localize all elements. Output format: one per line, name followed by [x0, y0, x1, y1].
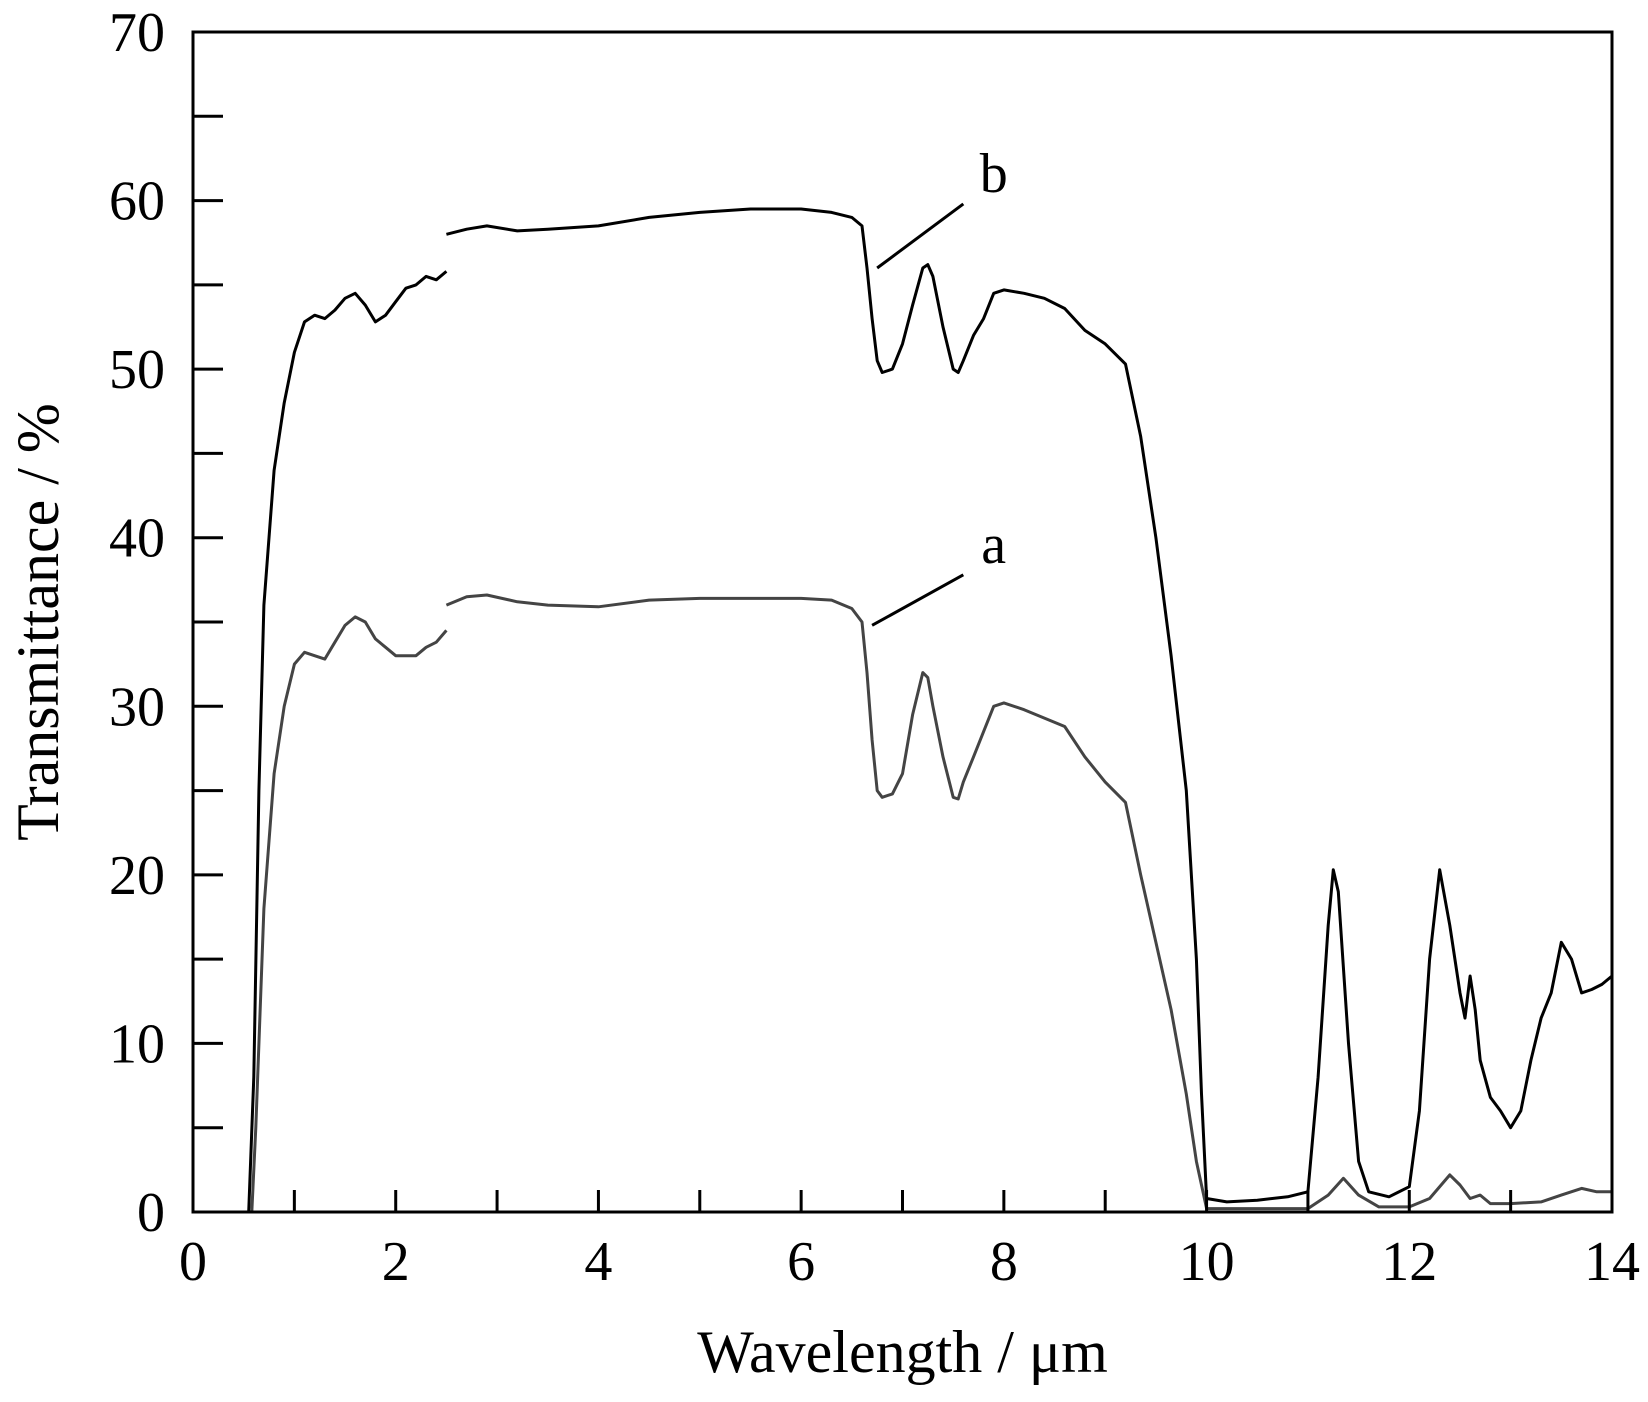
annotation-leader-b	[876, 202, 965, 270]
series-a	[213, 593, 1612, 1214]
series-b	[213, 207, 1613, 1214]
plot-frame	[191, 30, 1614, 1214]
y-tick-label: 30	[109, 676, 165, 738]
x-tick-label: 12	[1381, 1231, 1437, 1293]
x-tick-label: 8	[990, 1231, 1018, 1293]
y-tick-label: 60	[109, 171, 165, 233]
annotation-label-b: b	[980, 143, 1008, 205]
y-tick-label: 10	[109, 1013, 165, 1075]
series-layer	[213, 207, 1613, 1214]
ticks-layer: 0 2 4 6 8 10 12 14 0 10 20 30 40 50 60 70	[109, 2, 1640, 1293]
x-tick-label: 4	[584, 1231, 612, 1293]
series-line-b	[213, 270, 448, 1214]
series-line-b	[446, 207, 1613, 1204]
x-tick-label: 14	[1584, 1231, 1640, 1293]
x-tick-label: 0	[179, 1231, 207, 1293]
annotation-label-a: a	[981, 514, 1006, 576]
y-tick-label: 40	[109, 508, 165, 570]
x-tick-label: 2	[382, 1231, 410, 1293]
x-tick-label: 6	[787, 1231, 815, 1293]
annotation-layer: ba	[871, 143, 1008, 627]
x-tick-label: 10	[1179, 1231, 1235, 1293]
y-tick-label: 70	[109, 2, 165, 64]
x-axis-label: Wavelength / μm	[697, 1319, 1108, 1385]
y-tick-label: 20	[109, 845, 165, 907]
annotation-leader-a	[871, 573, 965, 627]
series-line-a	[445, 593, 1612, 1211]
y-tick-label: 50	[109, 339, 165, 401]
series-line-a	[213, 615, 448, 1214]
y-tick-label: 0	[137, 1182, 165, 1244]
y-axis-label: Transmittance / %	[5, 403, 71, 841]
